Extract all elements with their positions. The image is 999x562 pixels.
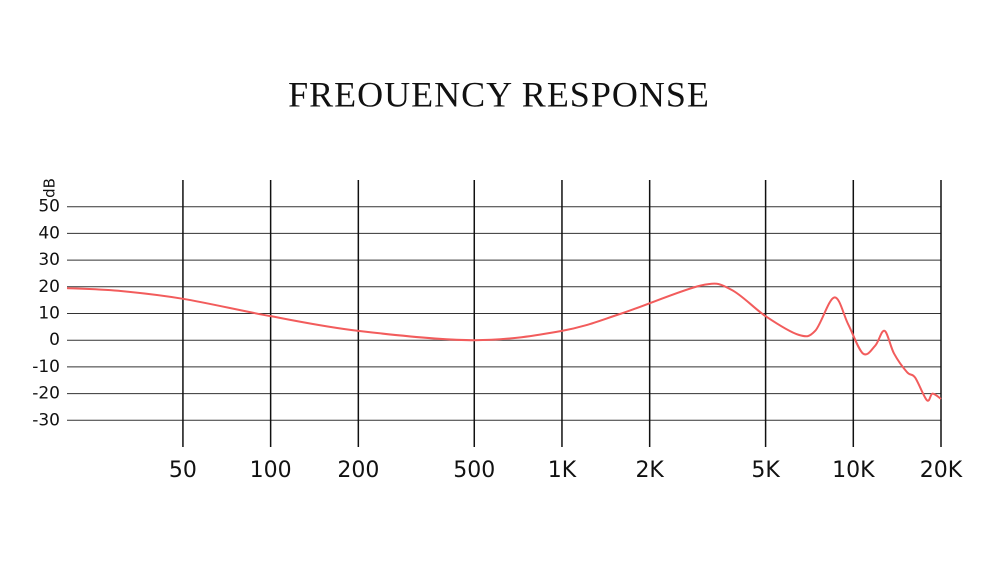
- y-tick-label: 10: [38, 304, 60, 324]
- y-tick-label: 20: [38, 277, 60, 297]
- chart-title: FREOUENCY RESPONSE: [288, 74, 710, 114]
- y-tick-label: 40: [38, 223, 60, 243]
- y-tick-label: -20: [32, 384, 60, 404]
- y-tick-label: -30: [32, 410, 60, 430]
- x-tick-label: 200: [337, 458, 379, 483]
- response-line: [66, 282, 942, 402]
- x-tick-label: 2K: [635, 458, 664, 483]
- x-tick-label: 5K: [751, 458, 780, 483]
- y-tick-label: 50: [38, 197, 60, 217]
- y-tick-label: 30: [38, 250, 60, 270]
- x-tick-label: 1K: [548, 458, 577, 483]
- x-tick-label: 20K: [920, 458, 963, 483]
- x-tick-label: 500: [453, 458, 495, 483]
- y-axis-label: dB: [41, 178, 59, 198]
- x-tick-label: 100: [250, 458, 292, 483]
- y-tick-label: 0: [49, 330, 60, 350]
- y-tick-label: -10: [32, 357, 60, 377]
- x-tick-label: 10K: [832, 458, 875, 483]
- x-tick-label: 50: [169, 458, 197, 483]
